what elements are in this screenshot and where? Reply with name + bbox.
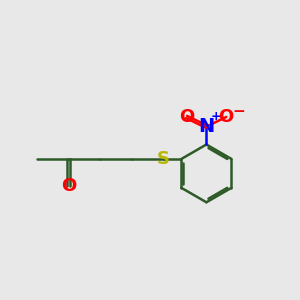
Text: −: − <box>232 104 245 119</box>
Text: +: + <box>211 110 221 124</box>
Text: O: O <box>179 108 194 126</box>
Text: O: O <box>61 177 76 195</box>
Text: O: O <box>219 108 234 126</box>
Text: S: S <box>157 150 170 168</box>
Text: N: N <box>198 117 214 136</box>
